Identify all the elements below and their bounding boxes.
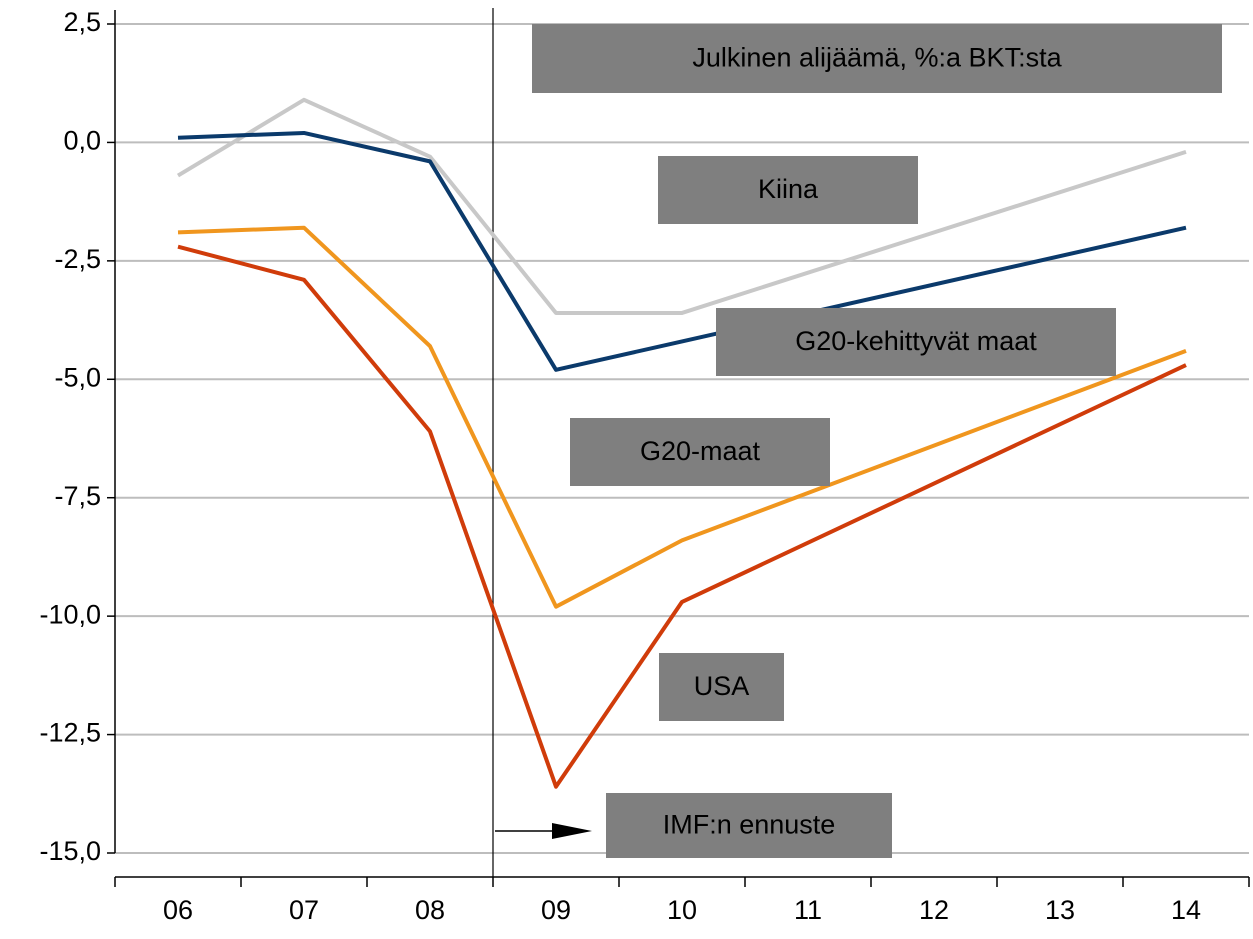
y-tick-label: -7,5 <box>54 481 101 511</box>
legend-label-box <box>570 418 830 486</box>
annotation: IMF:n ennuste <box>663 810 836 840</box>
annotation-box <box>606 793 892 858</box>
legend-label-box <box>658 156 918 224</box>
legend-label: USA <box>694 671 750 701</box>
series-line <box>177 244 1187 789</box>
y-tick-label: -2,5 <box>54 244 101 274</box>
legend-label: Kiina <box>758 174 819 204</box>
y-tick-label: -5,0 <box>54 362 101 392</box>
legend-label: G20-maat <box>640 436 761 466</box>
x-tick-label: 10 <box>667 895 697 925</box>
x-tick-label: 13 <box>1045 895 1075 925</box>
x-tick-label: 09 <box>541 895 571 925</box>
y-tick-label: -15,0 <box>39 836 101 866</box>
legend-label: G20-kehittyvät maat <box>795 326 1037 356</box>
x-tick-label: 11 <box>794 895 822 925</box>
x-tick-label: 06 <box>163 895 193 925</box>
series-line <box>177 225 1187 609</box>
x-tick-label: 07 <box>289 895 319 925</box>
x-tick-label: 08 <box>415 895 445 925</box>
x-tick-label: 14 <box>1171 895 1201 925</box>
y-tick-label: 2,5 <box>63 7 101 37</box>
x-tick-label: 12 <box>919 895 949 925</box>
chart-title-box <box>532 24 1222 93</box>
forecast-arrowhead <box>552 823 592 839</box>
legend-label-box <box>716 308 1116 376</box>
legend-label-box <box>659 653 784 721</box>
y-tick-label: 0,0 <box>63 126 101 156</box>
chart-title: Julkinen alijäämä, %:a BKT:sta <box>692 43 1062 73</box>
y-tick-label: -12,5 <box>39 718 101 748</box>
y-tick-label: -10,0 <box>39 599 101 629</box>
series-line <box>176 97 1187 315</box>
